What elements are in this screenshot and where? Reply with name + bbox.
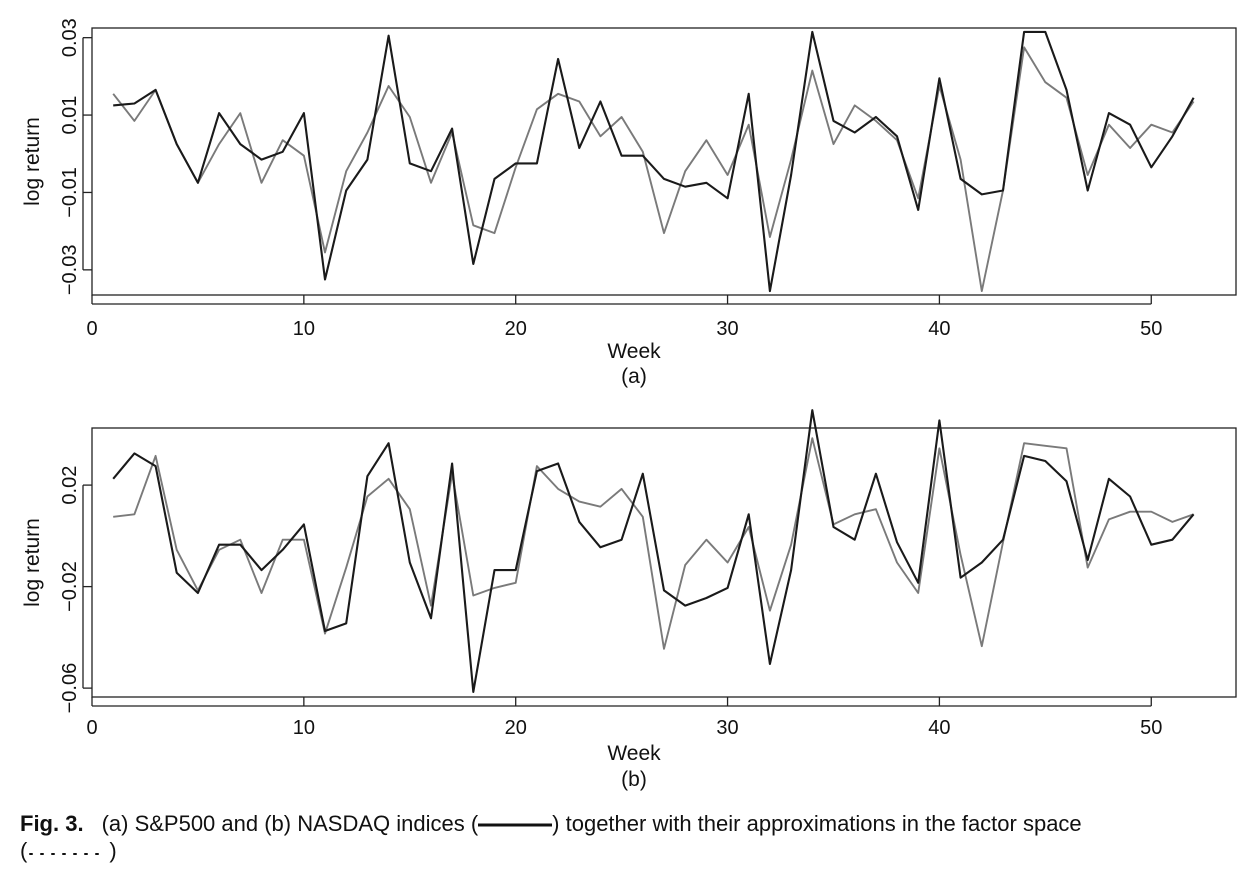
x-tick-label: 30 [716, 717, 738, 739]
y-tick-label: −0.02 [59, 561, 81, 612]
x-tick-label: 30 [716, 318, 738, 340]
panel-b: 0 10 20 30 40 50 −0.06 −0.02 0.02 Week (b) log retu… [21, 409, 1237, 791]
x-tick-label: 50 [1140, 318, 1162, 340]
y-tick-label: −0.01 [59, 167, 81, 218]
y-tick-label: 0.03 [59, 18, 81, 57]
caption-text-1: (a) S&P500 and (b) NASDAQ indices ( [101, 811, 479, 836]
panel-label: (b) [621, 768, 647, 791]
y-axis-label: log return [21, 117, 44, 206]
plot-frame [91, 427, 1237, 698]
x-tick-label: 40 [928, 717, 950, 739]
x-axis-label: Week [607, 742, 661, 765]
y-tick-label: 0.01 [59, 96, 81, 135]
x-tick-label: 40 [928, 318, 950, 340]
y-tick-label: −0.03 [59, 245, 81, 296]
series-line-approximation [112, 46, 1195, 293]
dotted-line-legend-icon [29, 853, 109, 856]
x-tick-label: 10 [293, 717, 315, 739]
caption-dotted-close: ) [109, 838, 117, 863]
plot-frame [91, 27, 1237, 296]
x-tick-label: 0 [86, 318, 97, 340]
x-tick-label: 20 [505, 318, 527, 340]
solid-line-legend-icon [478, 823, 553, 827]
x-tick-label: 20 [505, 717, 527, 739]
panel-a: 0 10 20 30 40 50 −0.03 −0.01 0.01 0.03 Week(a) log … [21, 18, 1237, 388]
caption-lead: Fig. 3. [20, 811, 84, 836]
y-tick-label: 0.02 [59, 466, 81, 505]
x-axis-label: Week [607, 340, 661, 363]
caption-text-2: ) together with their approximations in … [552, 811, 1082, 836]
series-line-index [112, 409, 1195, 693]
panel-label: (a) [621, 365, 647, 388]
caption-dotted-open: ( [20, 838, 28, 863]
x-tick-label: 50 [1140, 717, 1162, 739]
figure-caption: Fig. 3. (a) S&P500 and (b) NASDAQ indices… [20, 810, 1240, 864]
x-tick-label: 0 [86, 717, 97, 739]
y-tick-label: −0.06 [59, 663, 81, 714]
series-line-index [113, 30, 1195, 293]
figure: 0 10 20 30 40 50−0.03−0.010.010.03Week(a)log … [21, 18, 1237, 791]
y-axis-label: log return [21, 518, 44, 607]
series-line-approximation [113, 437, 1194, 650]
x-tick-label: 10 [293, 318, 315, 340]
